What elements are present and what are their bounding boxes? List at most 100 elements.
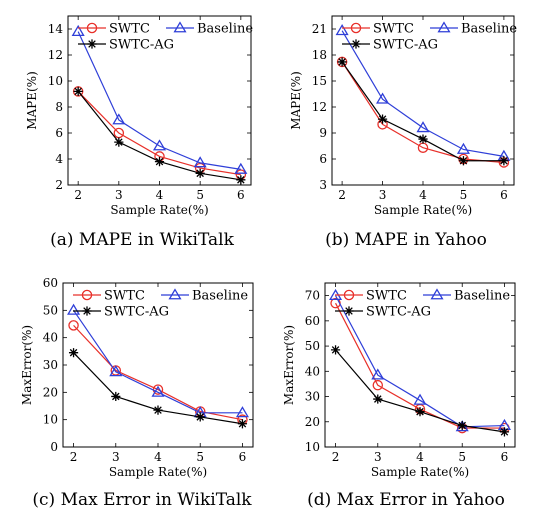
legend-entry: SWTC bbox=[73, 289, 145, 304]
y-tick-label: 14 bbox=[48, 22, 64, 36]
data-point bbox=[114, 137, 124, 147]
x-axis-label: Sample Rate(%) bbox=[374, 203, 472, 217]
data-point bbox=[151, 385, 165, 397]
data-point bbox=[111, 391, 121, 402]
x-tick-label: 3 bbox=[374, 450, 382, 464]
data-point bbox=[236, 175, 246, 185]
data-point bbox=[457, 420, 467, 431]
legend-entry: Baseline bbox=[423, 288, 510, 304]
data-point bbox=[73, 86, 83, 96]
x-axis-label: Sample Rate(%) bbox=[110, 203, 208, 217]
legend: SWTC Baseline SWTC-AG bbox=[342, 21, 517, 53]
data-point bbox=[377, 114, 388, 124]
y-tick-label: 40 bbox=[43, 331, 58, 345]
legend: SWTC Baseline SWTC-AG bbox=[73, 288, 248, 320]
data-point bbox=[335, 24, 349, 36]
y-axis-label: MaxError(%) bbox=[282, 325, 296, 405]
data-point bbox=[416, 121, 430, 133]
y-tick-label: 6 bbox=[55, 126, 63, 140]
panel-caption: (c) Max Error in WikiTalk bbox=[32, 490, 252, 510]
data-point bbox=[68, 320, 79, 331]
x-tick-label: 6 bbox=[500, 188, 508, 202]
x-tick-label: 2 bbox=[74, 188, 82, 202]
series-baseline bbox=[71, 24, 248, 174]
data-point bbox=[152, 139, 167, 151]
panel-caption: (a) MAPE in WikiTalk bbox=[50, 230, 234, 250]
data-point bbox=[372, 379, 384, 391]
data-point bbox=[109, 365, 123, 377]
legend-marker bbox=[173, 21, 187, 33]
y-tick-label: 10 bbox=[48, 74, 63, 88]
legend-entry: Baseline bbox=[166, 21, 253, 37]
legend-marker bbox=[81, 289, 93, 301]
y-tick-label: 0 bbox=[50, 440, 58, 454]
data-point bbox=[458, 156, 469, 166]
legend-entry: SWTC-AG bbox=[342, 38, 438, 53]
chart-panel-3: 2 3 4 5 6 10 20 30 40 50 60 70 Sample Rate(%) MaxErro… bbox=[282, 282, 516, 510]
y-tick-label: 30 bbox=[305, 390, 320, 404]
series-line bbox=[341, 61, 504, 162]
data-point bbox=[415, 407, 425, 417]
x-tick-label: 2 bbox=[332, 450, 340, 464]
y-tick-label: 8 bbox=[55, 100, 63, 114]
x-axis-label: Sample Rate(%) bbox=[371, 465, 469, 479]
y-tick-label: 12 bbox=[312, 100, 327, 114]
y-tick-label: 60 bbox=[305, 314, 320, 328]
y-tick-label: 15 bbox=[312, 74, 327, 88]
y-tick-label: 30 bbox=[43, 358, 58, 372]
data-point bbox=[154, 157, 165, 167]
legend-label: Baseline bbox=[461, 22, 517, 37]
series-line bbox=[73, 309, 243, 414]
y-tick-label: 4 bbox=[55, 152, 63, 166]
series-swtc-ag bbox=[337, 57, 509, 166]
data-point bbox=[413, 393, 427, 405]
data-point bbox=[195, 412, 205, 422]
y-tick-label: 70 bbox=[305, 289, 320, 303]
y-tick-label: 50 bbox=[305, 339, 320, 353]
data-point bbox=[71, 24, 85, 37]
legend-label: SWTC bbox=[366, 289, 407, 304]
legend-label: SWTC-AG bbox=[104, 305, 169, 320]
data-point bbox=[499, 156, 509, 166]
legend-label: Baseline bbox=[192, 289, 248, 304]
series-line bbox=[341, 61, 504, 164]
series-swtc-ag bbox=[68, 348, 248, 429]
data-point bbox=[67, 303, 81, 315]
data-point bbox=[456, 142, 470, 154]
series-line bbox=[73, 324, 243, 421]
data-point bbox=[193, 156, 207, 168]
data-point bbox=[337, 57, 347, 67]
legend-entry: Baseline bbox=[430, 21, 517, 37]
legend-marker bbox=[430, 288, 444, 300]
chart-panel-0: 2 3 4 5 6 2 4 6 8 10 12 14 Sample Rate(%) MAPE(%) SWTC… bbox=[25, 15, 253, 250]
data-point bbox=[371, 368, 385, 380]
x-tick-label: 2 bbox=[338, 188, 346, 202]
y-tick-label: 10 bbox=[305, 440, 320, 454]
legend: SWTC Baseline SWTC-AG bbox=[335, 288, 510, 320]
legend-marker bbox=[350, 22, 362, 34]
data-point bbox=[68, 348, 79, 358]
series-line bbox=[77, 90, 241, 176]
y-tick-label: 2 bbox=[55, 178, 63, 192]
x-tick-label: 5 bbox=[460, 188, 468, 202]
legend-entry: Baseline bbox=[161, 288, 248, 304]
series-swtc-ag bbox=[73, 86, 246, 185]
y-tick-label: 21 bbox=[312, 22, 327, 36]
y-tick-label: 12 bbox=[48, 48, 63, 62]
y-axis-label: MaxError(%) bbox=[20, 325, 34, 405]
legend-entry: SWTC bbox=[335, 289, 407, 304]
legend-label: SWTC-AG bbox=[373, 38, 438, 53]
y-tick-label: 20 bbox=[305, 415, 320, 429]
series-swtc-ag bbox=[330, 345, 510, 437]
data-point bbox=[112, 113, 126, 125]
data-point bbox=[499, 427, 510, 437]
series-swtc bbox=[336, 56, 510, 168]
x-tick-label: 6 bbox=[237, 188, 245, 202]
legend-label: Baseline bbox=[197, 22, 253, 37]
legend-label: SWTC bbox=[104, 289, 145, 304]
legend-entry: SWTC-AG bbox=[78, 38, 174, 53]
panel-caption: (d) Max Error in Yahoo bbox=[307, 490, 505, 510]
